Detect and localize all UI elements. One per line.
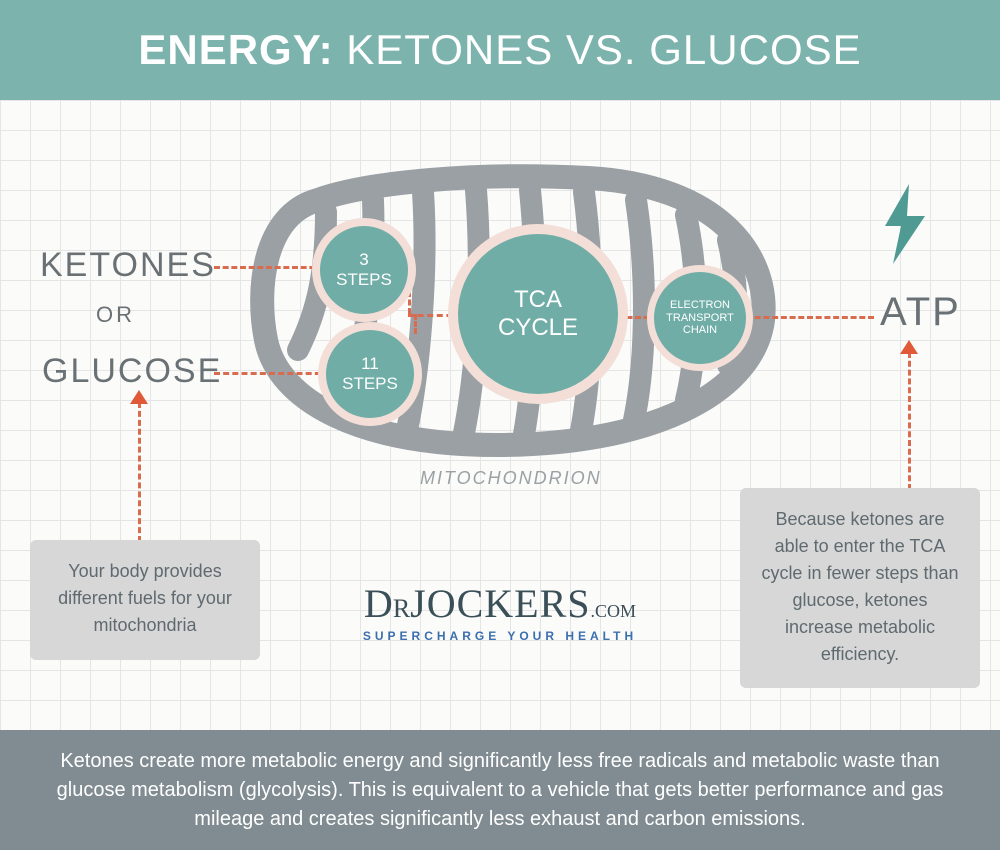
header-banner: ENERGY: KETONES VS. GLUCOSE	[0, 0, 1000, 100]
connector-gsteps-up	[414, 314, 417, 334]
info-box-right: Because ketones are able to enter the TC…	[740, 488, 980, 688]
tca-line1: TCA	[514, 286, 562, 314]
connector-etc-atp	[746, 316, 874, 319]
connector-tca-etc	[618, 316, 658, 319]
header-bold: ENERGY:	[138, 26, 333, 73]
or-label: OR	[96, 302, 135, 328]
footer-text: Ketones create more metabolic energy and…	[40, 747, 960, 834]
circle-glucose-steps: 11 STEPS	[326, 330, 414, 418]
circle-tca-cycle: TCA CYCLE	[458, 234, 618, 394]
logo-main: DRJOCKERS.COM	[320, 580, 680, 627]
lightning-bolt-icon	[876, 184, 932, 264]
connector-ketones	[214, 266, 324, 269]
arrow-right-icon	[900, 340, 918, 354]
etc-line1: ELECTRON	[670, 299, 730, 312]
header-title: ENERGY: KETONES VS. GLUCOSE	[138, 26, 861, 74]
info-left-text: Your body provides different fuels for y…	[58, 561, 232, 635]
logo-name: JOCKERS	[410, 581, 590, 626]
etc-line3: CHAIN	[683, 324, 717, 337]
connector-glucose	[214, 372, 330, 375]
mitochondrion-label: MITOCHONDRION	[420, 468, 602, 489]
glucose-steps-word: STEPS	[342, 374, 398, 394]
brand-logo: DRJOCKERS.COM SUPERCHARGE YOUR HEALTH	[320, 580, 680, 643]
ketones-label: KETONES	[40, 246, 216, 285]
circle-electron-transport: ELECTRON TRANSPORT CHAIN	[654, 272, 746, 364]
ketone-steps-word: STEPS	[336, 270, 392, 290]
connector-left-arrow	[138, 402, 141, 542]
info-box-left: Your body provides different fuels for y…	[30, 540, 260, 660]
info-right-text: Because ketones are able to enter the TC…	[761, 509, 958, 664]
arrow-left-icon	[130, 390, 148, 404]
header-light: KETONES VS. GLUCOSE	[346, 26, 861, 73]
connector-mid	[408, 314, 462, 317]
connector-ksteps-down	[408, 274, 411, 314]
circle-ketone-steps: 3 STEPS	[320, 226, 408, 314]
atp-label: ATP	[880, 290, 961, 335]
logo-d: D	[364, 581, 393, 626]
ketone-steps-num: 3	[359, 250, 368, 270]
logo-dotcom: .COM	[591, 601, 637, 621]
glucose-label: GLUCOSE	[42, 352, 222, 391]
logo-r: R	[393, 594, 410, 623]
logo-tagline: SUPERCHARGE YOUR HEALTH	[320, 629, 680, 643]
etc-line2: TRANSPORT	[666, 312, 734, 325]
tca-line2: CYCLE	[498, 314, 578, 342]
footer-banner: Ketones create more metabolic energy and…	[0, 730, 1000, 850]
glucose-steps-num: 11	[361, 354, 379, 374]
connector-right-arrow	[908, 352, 911, 490]
